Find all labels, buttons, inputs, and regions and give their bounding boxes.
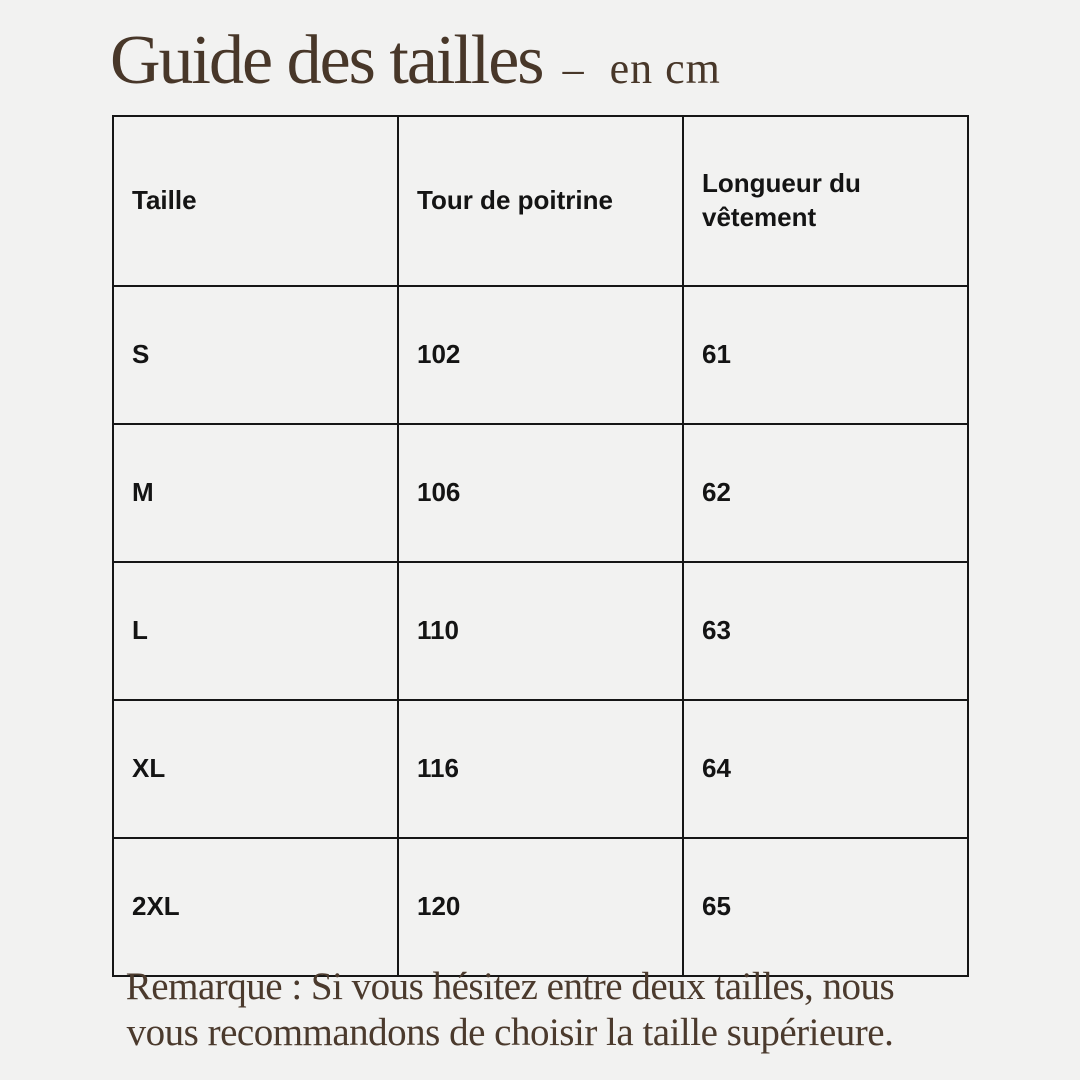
title-dash: – bbox=[562, 47, 584, 93]
size-note-line1: Remarque : Si vous hésitez entre deux ta… bbox=[125, 965, 895, 1008]
page-title: Guide des tailles – en cm bbox=[110, 22, 721, 99]
cell-chest: 102 bbox=[397, 285, 684, 425]
table-row: M 106 62 bbox=[112, 423, 969, 563]
cell-chest: 110 bbox=[397, 561, 684, 701]
table-body: S 102 61 M 106 62 L 110 63 XL 116 64 2XL… bbox=[112, 285, 969, 977]
cell-chest: 106 bbox=[397, 423, 684, 563]
cell-length: 61 bbox=[682, 285, 969, 425]
cell-size: S bbox=[112, 285, 399, 425]
size-note: Remarque : Si vous hésitez entre deux ta… bbox=[40, 964, 980, 1056]
column-header-taille: Taille bbox=[112, 115, 399, 287]
cell-chest: 120 bbox=[397, 837, 684, 977]
header-row: Taille Tour de poitrine Longueur du vête… bbox=[112, 115, 969, 287]
title-unit-label: en cm bbox=[609, 44, 721, 93]
cell-length: 65 bbox=[682, 837, 969, 977]
cell-chest: 116 bbox=[397, 699, 684, 839]
cell-size: L bbox=[112, 561, 399, 701]
table-row: 2XL 120 65 bbox=[112, 837, 969, 977]
table-header: Taille Tour de poitrine Longueur du vête… bbox=[112, 115, 969, 287]
cell-length: 63 bbox=[682, 561, 969, 701]
cell-size: XL bbox=[112, 699, 399, 839]
size-guide-table: Taille Tour de poitrine Longueur du vête… bbox=[112, 115, 969, 977]
table-row: XL 116 64 bbox=[112, 699, 969, 839]
column-header-longueur-du-vetement: Longueur du vêtement bbox=[682, 115, 969, 287]
cell-length: 62 bbox=[682, 423, 969, 563]
page-title-text: Guide des tailles bbox=[110, 22, 545, 99]
cell-size: 2XL bbox=[112, 837, 399, 977]
size-note-line2: vous recommandons de choisir la taille s… bbox=[126, 1011, 894, 1054]
table-row: L 110 63 bbox=[112, 561, 969, 701]
cell-length: 64 bbox=[682, 699, 969, 839]
cell-size: M bbox=[112, 423, 399, 563]
column-header-tour-de-poitrine: Tour de poitrine bbox=[397, 115, 684, 287]
table-row: S 102 61 bbox=[112, 285, 969, 425]
